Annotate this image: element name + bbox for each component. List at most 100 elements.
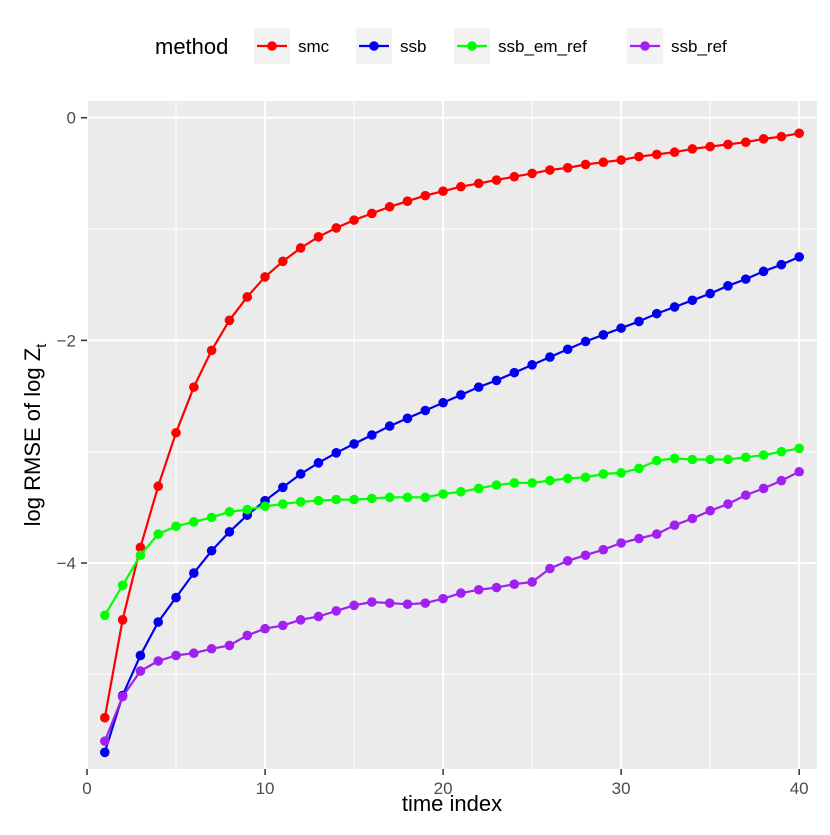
data-point-ssb <box>278 482 288 493</box>
data-point-ssb_em_ref <box>687 454 698 465</box>
data-point-ssb_ref <box>758 483 769 494</box>
data-point-ssb <box>758 266 769 277</box>
data-point-smc <box>491 175 502 185</box>
data-point-smc <box>740 137 751 147</box>
data-point-ssb_ref <box>794 466 804 477</box>
data-point-ssb_em_ref <box>491 480 502 490</box>
data-point-ssb_ref <box>491 582 502 593</box>
data-point-ssb <box>367 430 377 440</box>
data-point-ssb_ref <box>456 588 466 598</box>
data-point-ssb_ref <box>705 505 715 516</box>
data-point-ssb <box>135 650 146 661</box>
data-point-smc <box>206 345 217 356</box>
data-point-smc <box>545 165 555 175</box>
data-point-ssb <box>153 617 164 627</box>
data-point-ssb <box>740 274 751 284</box>
data-point-ssb <box>189 568 199 578</box>
data-point-smc <box>331 223 342 233</box>
data-point-ssb_ref <box>669 520 680 530</box>
data-point-ssb_em_ref <box>438 489 448 499</box>
data-point-ssb_em_ref <box>171 521 181 532</box>
data-point-smc <box>242 292 253 302</box>
data-point-ssb_ref <box>260 623 270 634</box>
data-point-ssb_ref <box>473 584 484 595</box>
legend-item-ssb: ssb <box>356 28 426 64</box>
data-point-ssb <box>295 469 306 479</box>
data-point-ssb <box>384 421 395 431</box>
data-point-ssb_em_ref <box>295 497 306 507</box>
data-point-ssb_em_ref <box>634 463 644 474</box>
data-point-ssb <box>794 252 804 262</box>
data-point-ssb_em_ref <box>367 493 377 504</box>
data-point-ssb_ref <box>349 600 359 611</box>
data-point-smc <box>634 151 644 162</box>
data-point-ssb_ref <box>509 579 520 589</box>
data-point-ssb <box>562 344 573 355</box>
legend-key-point <box>467 41 477 51</box>
data-point-ssb_em_ref <box>313 495 324 506</box>
data-point-ssb <box>100 747 110 758</box>
data-point-ssb_ref <box>242 630 253 641</box>
data-point-smc <box>117 615 128 625</box>
data-point-ssb <box>723 281 733 291</box>
data-point-ssb_em_ref <box>669 453 680 464</box>
data-point-smc <box>794 128 804 139</box>
data-point-ssb_ref <box>776 475 787 486</box>
data-point-ssb_em_ref <box>794 443 804 454</box>
data-point-ssb_ref <box>651 529 662 539</box>
data-point-ssb_ref <box>402 599 413 610</box>
data-point-ssb <box>491 375 502 386</box>
legend-item-smc: smc <box>254 28 330 64</box>
data-point-ssb <box>313 458 324 468</box>
data-point-ssb <box>349 439 359 449</box>
axes: 0 10 20 30 40 0 −2 −4 <box>57 109 809 798</box>
data-point-smc <box>367 208 377 219</box>
data-point-smc <box>153 481 164 492</box>
y-axis-title-main: log RMSE of log Z <box>20 348 45 527</box>
data-point-ssb_em_ref <box>580 472 591 483</box>
data-point-ssb <box>438 397 448 408</box>
legend-title: method <box>155 34 228 59</box>
data-point-smc <box>562 163 573 173</box>
data-point-ssb_ref <box>545 563 555 574</box>
data-point-ssb_em_ref <box>278 499 288 509</box>
data-point-smc <box>260 272 270 282</box>
x-axis-title: time index <box>402 791 502 816</box>
data-point-smc <box>313 232 324 242</box>
data-point-ssb <box>420 405 431 416</box>
legend-label: ssb <box>400 37 426 56</box>
data-point-ssb_ref <box>278 620 288 631</box>
series-line-ssb <box>103 255 800 753</box>
data-point-smc <box>438 186 448 196</box>
legend-item-ssb_ref: ssb_ref <box>627 28 727 64</box>
data-point-ssb_em_ref <box>260 501 270 512</box>
legend: method smc ssb ssb_em_ref ssb_ref <box>155 28 727 64</box>
data-point-ssb <box>705 288 715 299</box>
series-line-ssb_em_ref <box>103 447 800 616</box>
data-point-ssb <box>616 323 626 333</box>
legend-item-ssb_em_ref: ssb_em_ref <box>454 28 587 64</box>
data-point-ssb_em_ref <box>723 454 733 465</box>
data-point-ssb_ref <box>189 648 199 659</box>
series-line-ssb_ref <box>103 470 800 742</box>
data-point-ssb <box>509 367 520 378</box>
data-point-smc <box>349 215 359 225</box>
data-point-ssb_ref <box>135 666 146 676</box>
x-tick-label: 20 <box>434 779 453 798</box>
data-point-smc <box>598 157 609 168</box>
data-point-ssb_ref <box>313 611 324 622</box>
data-point-ssb_em_ref <box>384 492 395 503</box>
data-point-ssb_em_ref <box>562 473 573 484</box>
data-point-ssb_em_ref <box>473 483 484 494</box>
series-layer <box>100 128 804 758</box>
data-point-smc <box>669 147 680 158</box>
data-point-ssb_em_ref <box>206 512 217 523</box>
data-point-ssb_ref <box>527 577 537 587</box>
data-point-ssb_em_ref <box>153 529 164 539</box>
data-point-ssb_ref <box>420 598 431 608</box>
data-point-ssb_ref <box>171 650 181 661</box>
data-point-ssb_em_ref <box>402 492 413 503</box>
x-tick-label: 0 <box>82 779 91 798</box>
data-point-ssb_em_ref <box>117 580 128 591</box>
